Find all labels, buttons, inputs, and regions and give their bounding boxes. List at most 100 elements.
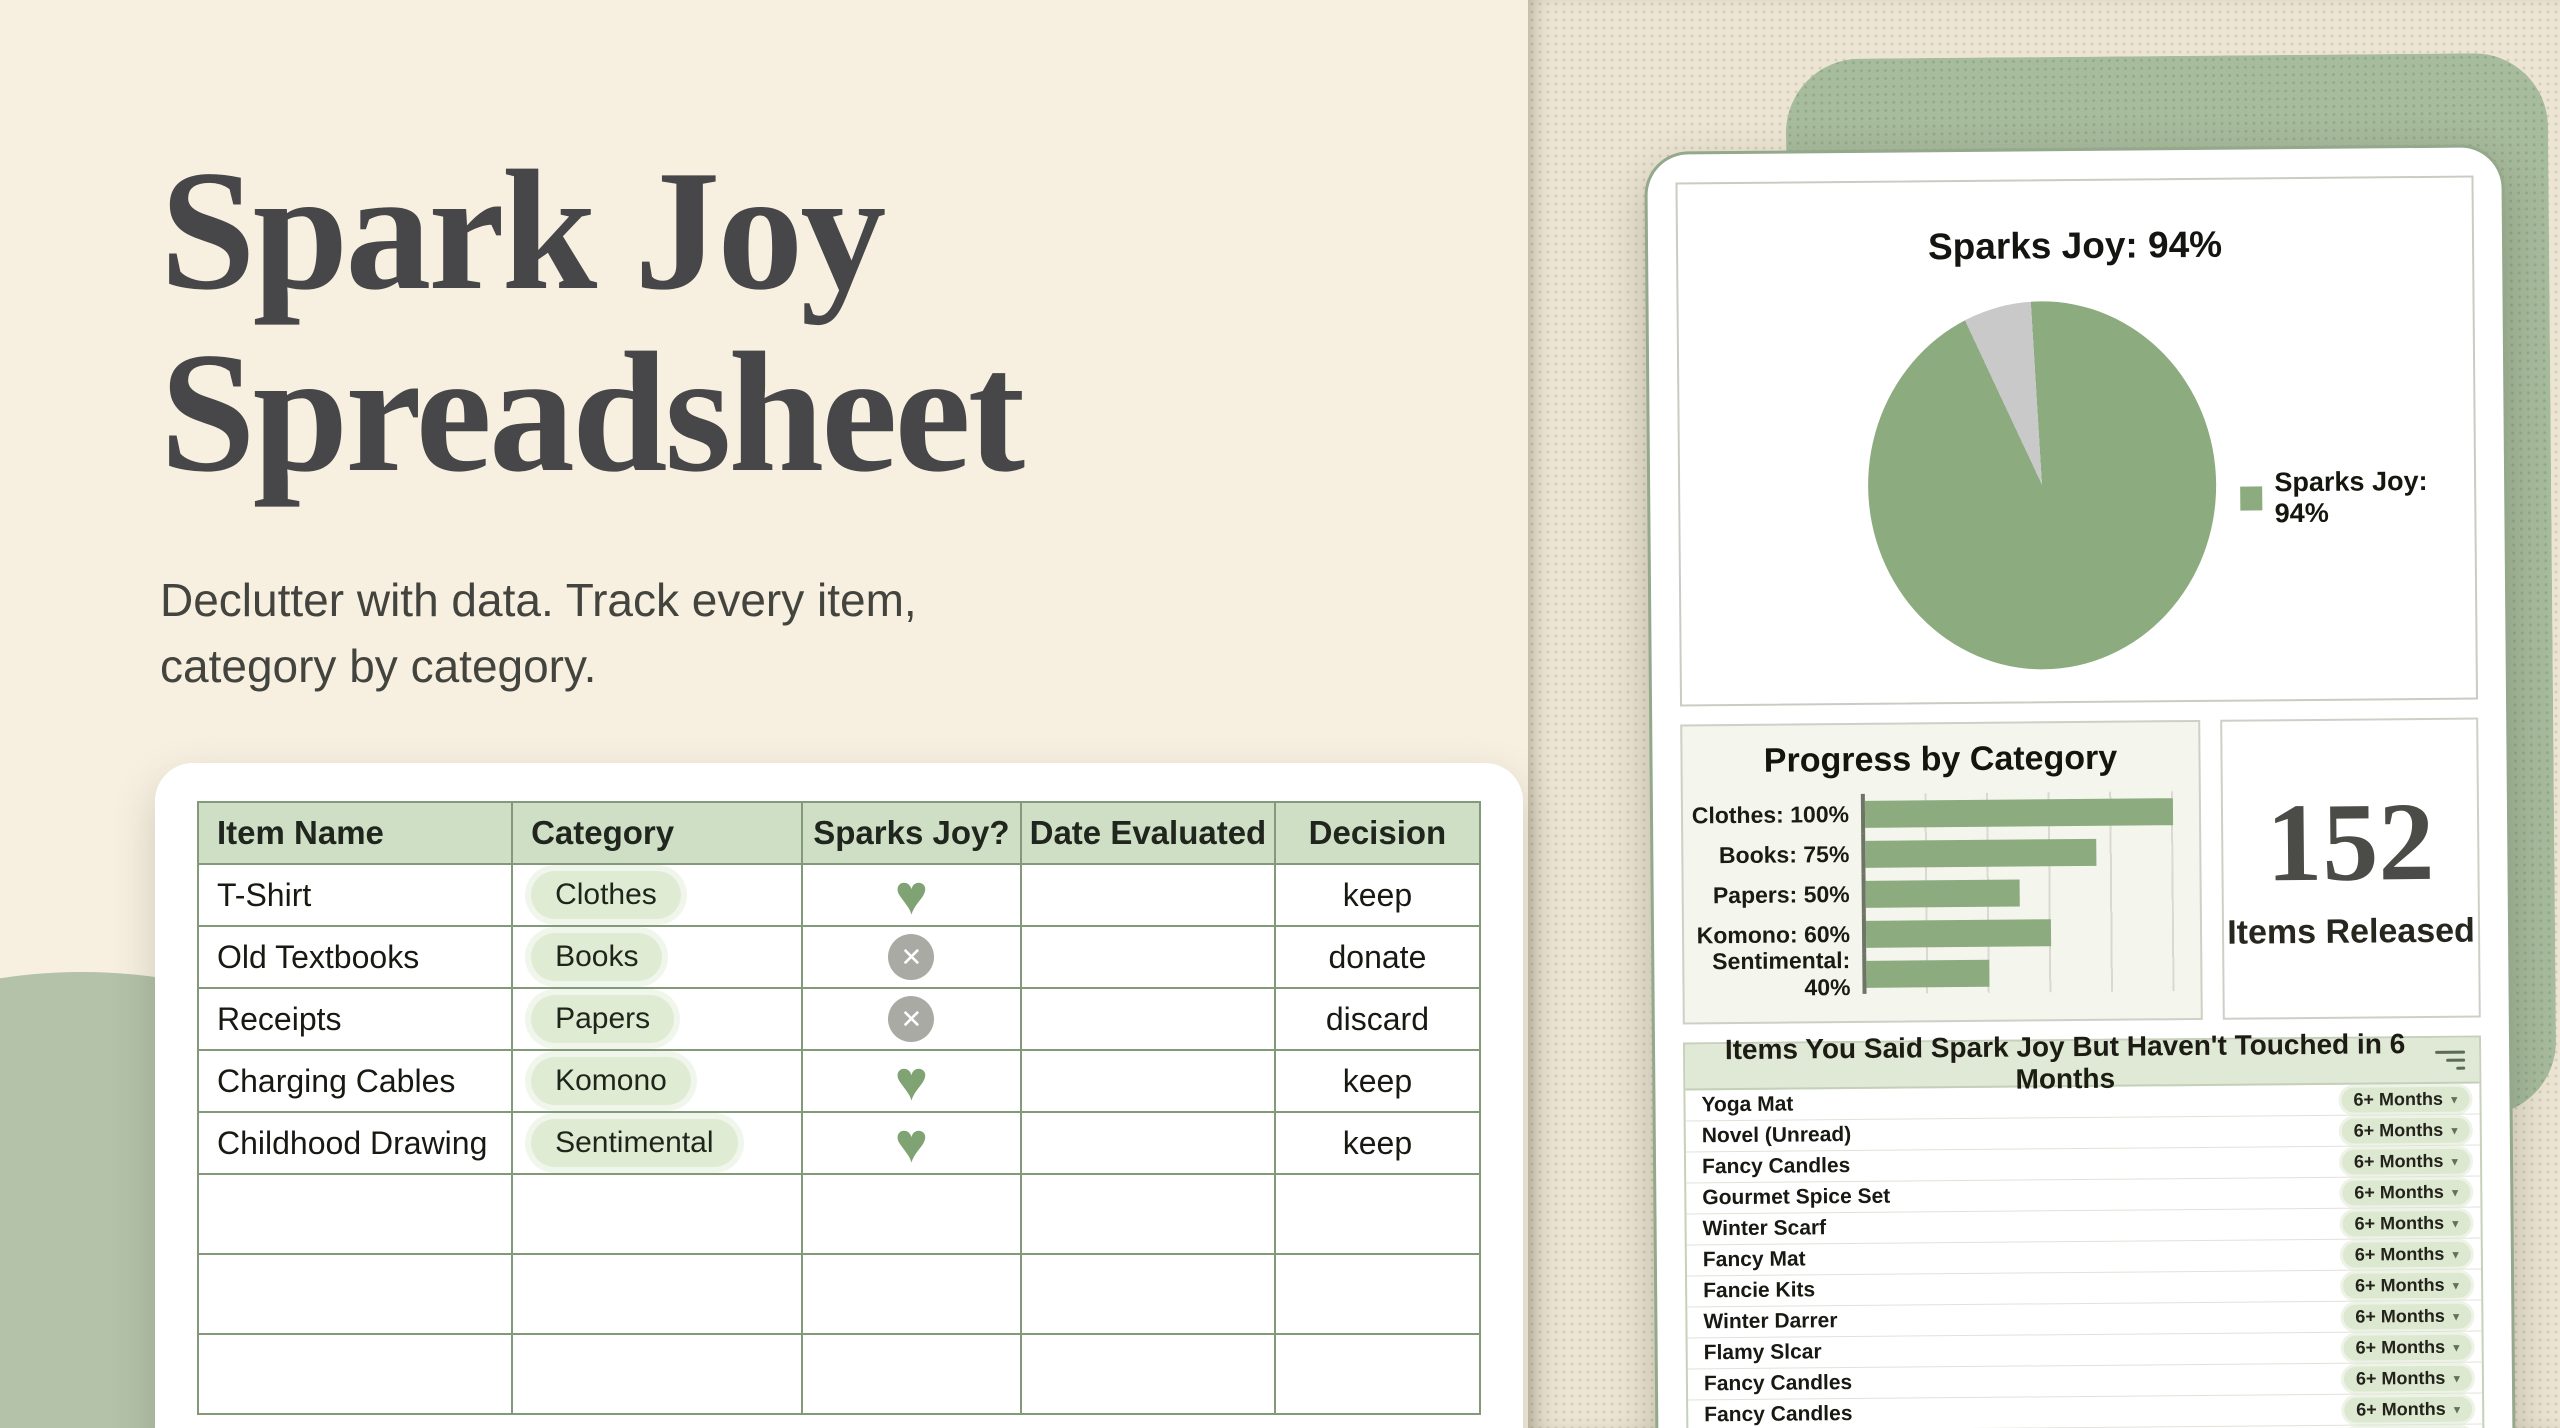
table-header-row: Item Name Category Sparks Joy? Date Eval…: [196, 801, 1482, 865]
bar-komono: [1865, 918, 2051, 948]
heart-icon: ♥: [894, 1111, 929, 1174]
bar-track: [1861, 911, 2175, 954]
months-badge[interactable]: 6+ Months ▾: [2341, 1117, 2470, 1144]
months-badge[interactable]: 6+ Months ▾: [2344, 1396, 2473, 1423]
header-sparks-joy: Sparks Joy?: [800, 801, 1023, 865]
category-pill: Clothes: [531, 871, 681, 919]
list-header: Items You Said Spark Joy But Haven't Tou…: [1684, 1028, 2480, 1095]
bar-label: Papers: 50%: [1712, 880, 1850, 908]
chevron-down-icon: ▾: [2453, 1339, 2460, 1355]
item-name-cell: Charging Cables: [196, 1049, 514, 1113]
date-evaluated-cell: [1020, 863, 1276, 927]
date-evaluated-cell: [1020, 925, 1276, 989]
page-subtitle: Declutter with data. Track every item, c…: [160, 573, 917, 693]
table-row: Childhood Drawing Sentimental ♥ keep: [196, 1111, 1482, 1175]
stat-value: 152: [2265, 779, 2435, 905]
bar-label: Books: 75%: [1718, 840, 1850, 868]
months-badge-label: 6+ Months: [2353, 1150, 2444, 1172]
decision-cell: keep: [1273, 1049, 1482, 1113]
pie-title: Sparks Joy: 94%: [1927, 223, 2223, 268]
list-item-name: Winter Darrer: [1703, 1309, 1838, 1334]
pie-panel: Sparks Joy: 94% Sparks Joy: 94%: [1675, 175, 2479, 707]
list-panel: Items You Said Spark Joy But Haven't Tou…: [1682, 1028, 2487, 1428]
list-item-name: Gourmet Spice Set: [1702, 1184, 1891, 1210]
pie-chart: [1866, 299, 2218, 671]
item-name-cell: Childhood Drawing: [196, 1111, 514, 1175]
months-badge[interactable]: 6+ Months ▾: [2343, 1303, 2472, 1330]
decision-cell: keep: [1273, 863, 1482, 927]
list-item-name: Fancy Candles: [1703, 1371, 1853, 1396]
table-row: Charging Cables Komono ♥ keep: [196, 1049, 1482, 1113]
bar-track: [1860, 791, 2174, 834]
months-badge[interactable]: 6+ Months ▾: [2341, 1148, 2471, 1175]
list-item: Fancy Candles 6+ Months ▾: [1688, 1393, 2483, 1428]
bar-row: Papers: 50%: [1684, 871, 2200, 916]
chevron-down-icon: ▾: [2452, 1308, 2460, 1324]
header-date-evaluated: Date Evaluated: [1020, 801, 1276, 865]
hero-section: Spark Joy Spreadsheet Declutter with data…: [160, 140, 1260, 700]
table-row: Receipts Papers ✕ discard: [196, 987, 1482, 1051]
decision-cell: donate: [1273, 925, 1482, 989]
months-badge[interactable]: 6+ Months ▾: [2342, 1179, 2471, 1206]
sort-filter-icon[interactable]: [2431, 1050, 2466, 1070]
list-rows: Yoga Mat 6+ Months ▾ Novel (Unread) 6+ Month…: [1685, 1083, 2483, 1428]
header-category: Category: [511, 801, 803, 865]
months-badge[interactable]: 6+ Months ▾: [2342, 1241, 2471, 1268]
date-evaluated-cell: [1020, 1111, 1276, 1175]
legend-swatch: [2240, 486, 2263, 511]
months-badge-label: 6+ Months: [2355, 1336, 2446, 1358]
months-badge[interactable]: 6+ Months ▾: [2341, 1086, 2470, 1113]
cross-icon: ✕: [888, 934, 935, 980]
months-badge-label: 6+ Months: [2354, 1243, 2445, 1265]
months-badge[interactable]: 6+ Months ▾: [2342, 1210, 2471, 1237]
stat-panel: 152 Items Released: [2220, 717, 2481, 1020]
months-badge[interactable]: 6+ Months ▾: [2343, 1334, 2472, 1361]
item-name-cell: T-Shirt: [196, 863, 514, 927]
chevron-down-icon: ▾: [2451, 1153, 2459, 1169]
months-badge-label: 6+ Months: [2355, 1367, 2446, 1389]
list-item-name: Fancy Mat: [1702, 1247, 1806, 1272]
bar-label: Clothes: 100%: [1691, 800, 1850, 828]
header-item-name: Item Name: [196, 801, 514, 865]
decision-cell: discard: [1273, 987, 1482, 1051]
empty-table-row: [196, 1253, 1482, 1335]
cross-icon: ✕: [888, 996, 935, 1042]
bar-clothes: [1864, 797, 2174, 828]
category-pill: Sentimental: [531, 1119, 738, 1167]
list-item-name: Winter Scarf: [1702, 1216, 1827, 1241]
months-badge-label: 6+ Months: [2353, 1088, 2444, 1110]
chevron-down-icon: ▾: [2451, 1184, 2459, 1200]
bar-row: Sentimental: 40%: [1684, 947, 2200, 1000]
bar-papers: [1865, 879, 2020, 908]
months-badge-label: 6+ Months: [2355, 1305, 2445, 1327]
date-evaluated-cell: [1020, 987, 1276, 1051]
list-item-name: Flamy Slcar: [1703, 1340, 1822, 1365]
bar-track: [1861, 831, 2174, 874]
category-pill: Books: [531, 933, 663, 981]
list-item-name: Fancie Kits: [1703, 1278, 1816, 1303]
bar-sentimental: [1866, 959, 1990, 988]
months-badge[interactable]: 6+ Months ▾: [2342, 1272, 2472, 1299]
table-row: Old Textbooks Books ✕ donate: [196, 925, 1482, 989]
legend-label: Sparks Joy: 94%: [2274, 465, 2428, 529]
item-name-cell: Old Textbooks: [196, 925, 514, 989]
bar-label: Komono: 60%: [1696, 920, 1851, 948]
heart-icon: ♥: [894, 1049, 929, 1112]
chevron-down-icon: ▾: [2453, 1401, 2461, 1417]
chevron-down-icon: ▾: [2451, 1122, 2458, 1138]
heart-icon: ♥: [894, 863, 929, 926]
months-badge[interactable]: 6+ Months ▾: [2343, 1365, 2473, 1392]
stat-label: Items Released: [2227, 911, 2475, 952]
category-pill: Papers: [531, 995, 675, 1043]
list-item-name: Yoga Mat: [1701, 1092, 1794, 1117]
bar-label: Sentimental: 40%: [1712, 947, 1851, 1001]
header-decision: Decision: [1273, 801, 1482, 865]
bar-track: [1861, 871, 2174, 914]
months-badge-label: 6+ Months: [2354, 1212, 2445, 1234]
date-evaluated-cell: [1020, 1049, 1276, 1113]
dashboard-card: Sparks Joy: 94% Sparks Joy: 94% Progress…: [1644, 144, 2516, 1428]
bar-books: [1865, 838, 2097, 868]
decision-cell: keep: [1273, 1111, 1482, 1175]
dashboard-middle-row: Progress by Category Clothes: 100% Books…: [1680, 717, 2481, 1025]
